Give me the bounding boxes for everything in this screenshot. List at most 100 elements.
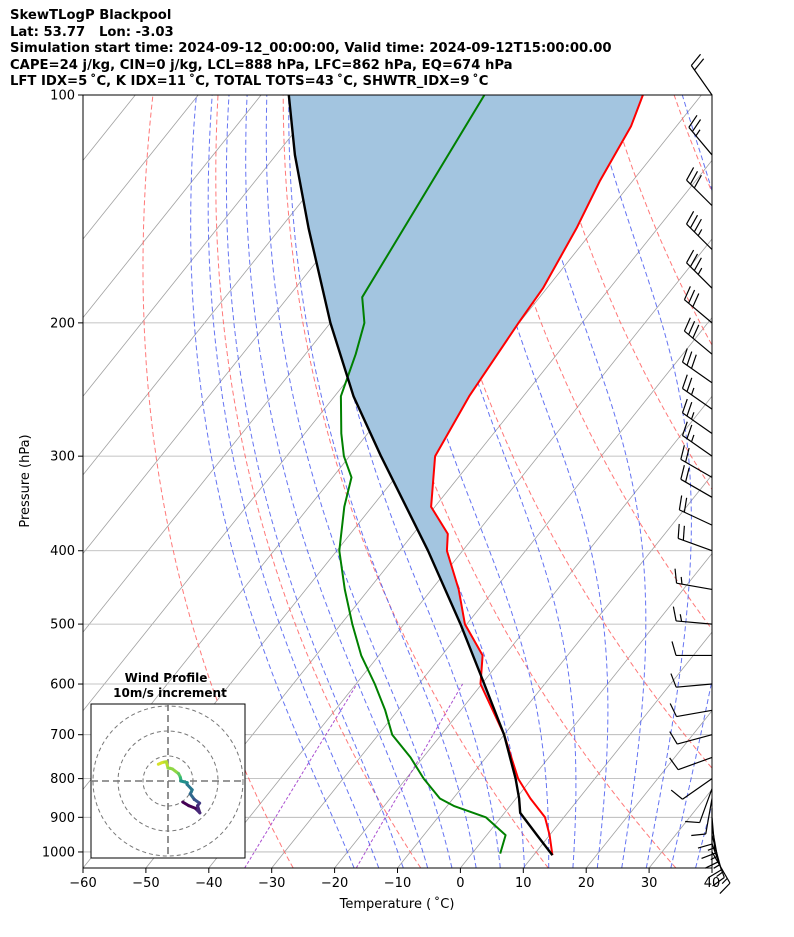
wind-barb (685, 788, 713, 824)
moist-adiabat-line (245, 95, 429, 868)
moist-adiabat-line (313, 95, 501, 868)
station-title: SkewTLogP Blackpool (10, 8, 172, 23)
wind-barbs (669, 53, 731, 895)
x-tick-label: −40 (195, 876, 222, 891)
dry-adiabat-line (739, 95, 794, 868)
moist-adiabat-line (670, 95, 712, 868)
x-tick-label: −20 (321, 876, 348, 891)
isotherm-line (271, 316, 712, 868)
y-tick-label: 800 (50, 772, 75, 787)
wind-profile-inset: Wind Profile 10m/s increment (90, 671, 246, 859)
wind-barb (681, 398, 713, 434)
isotherm-line (83, 95, 199, 240)
mixing-ratio-line (244, 683, 358, 868)
dry-adiabat-line (215, 95, 422, 868)
wind-barb (686, 249, 713, 289)
wind-barb (678, 495, 713, 526)
wind-barb (674, 568, 713, 591)
y-tick-label: 900 (50, 811, 75, 826)
y-tick-label: 100 (50, 89, 75, 104)
wind-barb (671, 641, 712, 657)
wind-barb (681, 374, 713, 410)
moist-adiabat-line (695, 801, 712, 868)
isotherm-line (83, 95, 388, 476)
wind-barb (669, 703, 713, 718)
y-tick-label: 200 (50, 316, 75, 331)
wind-barb (688, 114, 713, 156)
moist-adiabat-line (590, 95, 692, 868)
wind-profile-subtitle: 10m/s increment (113, 686, 227, 700)
dry-adiabat-line (543, 95, 712, 491)
moist-adiabat-line (518, 95, 647, 868)
dry-adiabat-line (413, 95, 712, 769)
temperature-line (430, 95, 644, 856)
wind-barb (670, 673, 713, 688)
isotherm-line (711, 867, 712, 868)
isotherm-line (83, 95, 262, 319)
isotherm-line (208, 238, 712, 868)
dry-adiabat-line (142, 95, 294, 868)
cape-shaded-area (288, 95, 643, 723)
isotherm-line (0, 95, 72, 868)
dewpoint-line (338, 95, 507, 854)
isotherm-line (648, 788, 712, 868)
stability-indices-2: LFT IDX=5 ˚C, K IDX=11 ˚C, TOTAL TOTS=43… (10, 74, 489, 89)
wind-barb (683, 286, 713, 324)
x-tick-label: −10 (384, 876, 411, 891)
y-tick-label: 400 (50, 544, 75, 559)
isotherm-line (145, 159, 712, 868)
chart-header: SkewTLogP Blackpool Lat: 53.77 Lon: -3.0… (10, 8, 612, 91)
x-tick-label: 40 (704, 876, 721, 891)
wind-barb (681, 421, 713, 457)
wind-barb (686, 211, 713, 250)
x-tick-label: −50 (132, 876, 159, 891)
x-tick-label: −30 (258, 876, 285, 891)
moist-adiabat-line (190, 95, 355, 868)
wind-barb (690, 53, 713, 96)
y-axis-ticks: 1000 900 800 700 600 500 400 300 200 100 (42, 89, 83, 860)
isotherm-line (0, 95, 10, 868)
cape-area (288, 95, 643, 723)
simulation-times: Simulation start time: 2024-09-12_00:00:… (10, 41, 612, 56)
profile-lines (287, 95, 644, 856)
y-tick-label: 1000 (42, 845, 75, 860)
dry-adiabat-line (673, 95, 712, 194)
dry-adiabat-line (478, 95, 712, 631)
moist-adiabat-line (265, 95, 453, 868)
x-tick-label: −60 (69, 876, 96, 891)
x-axis-ticks: −60 −50 −40 −30 −20 −10 0 10 20 30 40 (69, 868, 720, 891)
dry-adiabat-line (282, 95, 549, 868)
wind-barb (680, 445, 713, 478)
x-tick-label: 10 (515, 876, 532, 891)
isotherm-line (522, 631, 712, 868)
isotherm-line (775, 95, 794, 868)
wind-barb (681, 348, 713, 384)
location-coordinates: Lat: 53.77 Lon: -3.03 (10, 24, 174, 40)
wind-barb (669, 731, 713, 745)
x-tick-label: 0 (456, 876, 464, 891)
x-tick-label: 20 (578, 876, 595, 891)
isotherm-line (334, 395, 712, 868)
moist-adiabat-line (225, 95, 404, 868)
isotherm-line (585, 710, 712, 868)
isotherm-line (83, 95, 325, 397)
y-tick-label: 500 (50, 618, 75, 633)
y-tick-label: 300 (50, 450, 75, 465)
y-tick-label: 600 (50, 678, 75, 693)
wind-barb (683, 317, 713, 355)
moist-adiabat-line (745, 95, 794, 868)
wind-barb (677, 523, 713, 552)
wind-barb (669, 756, 713, 771)
wind-barb (672, 606, 713, 625)
wind-barb (670, 778, 713, 800)
parcel-line (287, 95, 554, 856)
dry-adiabat-line (608, 95, 712, 347)
moist-adiabat-line (207, 95, 380, 868)
wind-profile-title: Wind Profile (125, 671, 208, 685)
moist-adiabat-line (413, 95, 577, 868)
wind-barb (691, 798, 713, 837)
isotherm-line (460, 552, 712, 868)
wind-barb (686, 167, 713, 207)
x-axis-label: Temperature ( ˚C) (339, 896, 455, 912)
